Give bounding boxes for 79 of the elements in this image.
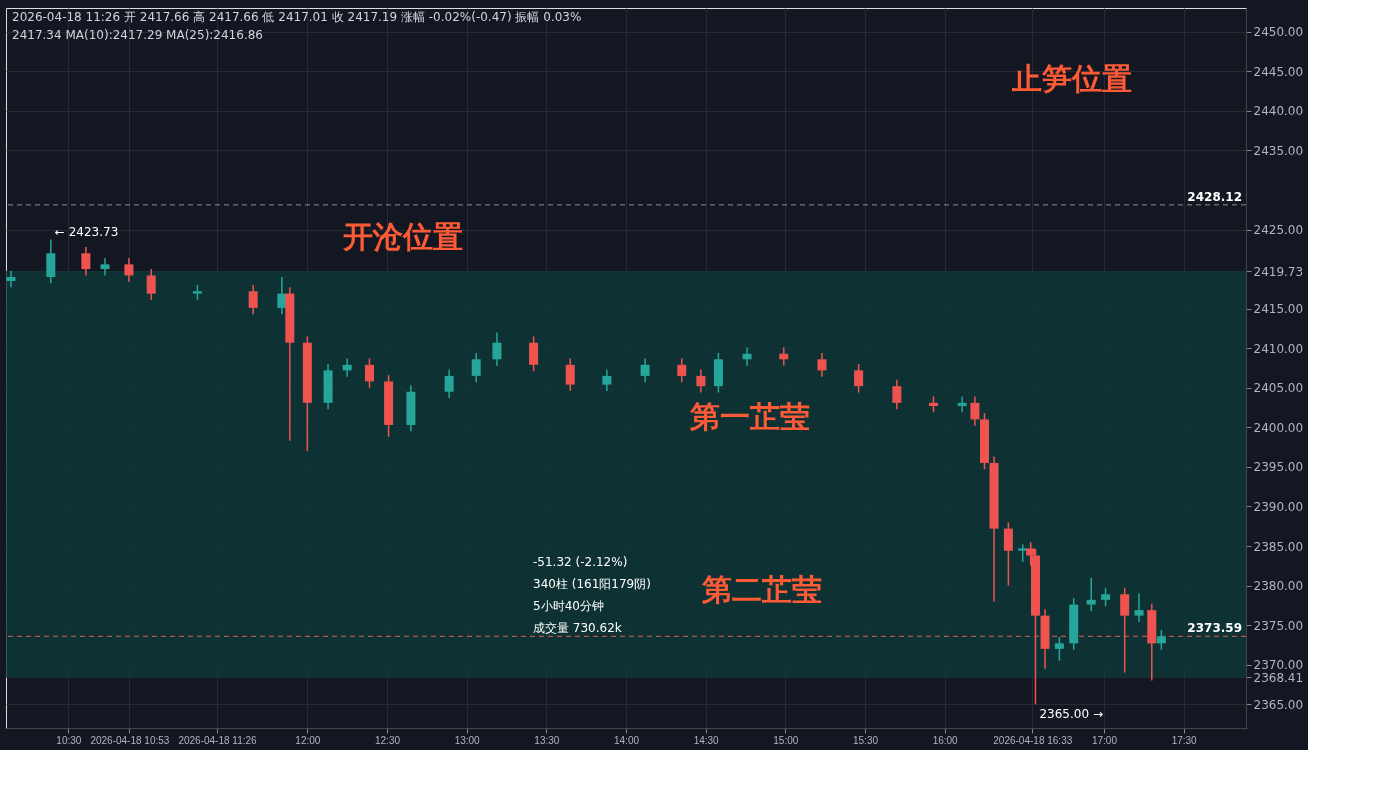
x-tick-label: 17:30 — [1171, 734, 1198, 746]
annotation: 2365.00 → — [1039, 707, 1103, 722]
y-tick-label: 2405.00 — [1253, 381, 1304, 396]
annotation: 2417.34 MA(10):2417.29 MA(25):2416.86 — [12, 28, 263, 42]
candlestick — [342, 357, 352, 378]
y-tick-label: 2368.41 — [1253, 670, 1304, 685]
annotation: 成交量 730.62k — [533, 621, 622, 636]
candlestick — [1101, 587, 1111, 607]
candlestick — [1120, 587, 1130, 674]
candlestick — [817, 352, 827, 378]
y-tick-label: 2395.00 — [1253, 460, 1304, 475]
annotation: 340柱 (161阳179阴) — [533, 577, 651, 592]
y-tick-label: 2400.00 — [1253, 420, 1304, 435]
candlestick — [471, 352, 481, 383]
candlestick — [46, 238, 56, 285]
x-tick-label: 16:00 — [932, 734, 959, 746]
candlestick — [529, 335, 539, 372]
annotation: 2026-04-18 11:26 开 2417.66 高 2417.66 低 2417.01 收 2417.19 涨幅 -0.02%(-0.47) 振幅 0.03% — [12, 10, 582, 24]
x-tick-label: 14:00 — [613, 734, 640, 746]
candlestick — [1156, 629, 1166, 651]
x-tick-label: 10:30 — [56, 734, 82, 746]
ref-line-label: 2373.59 — [1187, 621, 1242, 636]
candlestick — [1134, 592, 1144, 623]
candlestick — [1003, 521, 1013, 587]
annotation: ← 2423.73 — [54, 224, 119, 239]
candlestick — [696, 368, 706, 394]
candlestick — [1054, 636, 1064, 662]
candlestick — [81, 246, 91, 277]
y-tick-label: 2385.00 — [1253, 539, 1304, 554]
y-tick-label: 2419.73 — [1253, 264, 1304, 279]
candlestick — [779, 346, 789, 367]
candlestick — [1086, 576, 1096, 612]
x-tick-label: 15:00 — [773, 734, 799, 746]
annotation: 第一芷莹 — [689, 399, 810, 435]
y-tick-label: 2365.00 — [1253, 697, 1304, 712]
x-tick-label: 15:30 — [852, 734, 879, 746]
y-tick-label: 2450.00 — [1253, 25, 1304, 40]
candlestick — [248, 284, 258, 315]
candlestick — [146, 268, 156, 301]
candlestick — [565, 357, 575, 392]
x-tick-label: 17:00 — [1091, 734, 1118, 746]
y-tick-label: 2445.00 — [1253, 64, 1304, 79]
y-tick-label: 2440.00 — [1253, 104, 1304, 119]
candlestick — [957, 395, 967, 414]
y-tick-label: 2390.00 — [1253, 499, 1304, 514]
x-tick-label: 12:00 — [295, 734, 321, 746]
candlestick — [640, 357, 650, 383]
x-tick-label: 2026-04-18 10:53 — [90, 734, 170, 746]
y-tick-label: 2410.00 — [1253, 341, 1304, 356]
ref-line-label: 2428.12 — [1187, 189, 1242, 204]
candlestick — [492, 331, 502, 367]
annotation: 开沧位置 — [341, 219, 463, 255]
candlestick — [6, 269, 16, 289]
annotation: 止笋位置 — [1011, 61, 1133, 96]
y-tick-label: 2415.00 — [1253, 302, 1304, 317]
y-tick-label: 2370.00 — [1253, 658, 1304, 673]
candlestick — [364, 357, 374, 389]
candlestick — [742, 346, 752, 367]
candlestick — [602, 368, 612, 392]
x-tick-label: 14:30 — [693, 734, 720, 746]
y-tick-label: 2435.00 — [1253, 143, 1304, 158]
x-tick-label: 2026-04-18 11:26 — [178, 734, 258, 746]
candlestick — [892, 379, 902, 410]
y-tick-label: 2375.00 — [1253, 618, 1304, 633]
candlestick — [100, 257, 110, 277]
annotation: -51.32 (-2.12%) — [533, 555, 628, 570]
annotation: 第二芷莹 — [701, 572, 823, 608]
candlestick — [854, 363, 864, 394]
x-tick-label: 2026-04-18 16:33 — [993, 734, 1073, 746]
x-tick-label: 13:30 — [534, 734, 560, 746]
y-tick-label: 2380.00 — [1253, 579, 1304, 594]
candlestick — [444, 368, 454, 399]
x-tick-label: 12:30 — [374, 734, 401, 746]
x-tick-label: 13:00 — [454, 734, 481, 746]
annotation: 5小时40分钟 — [533, 599, 604, 614]
candlestick — [970, 395, 980, 427]
candlestick — [124, 257, 134, 283]
candlestick — [677, 357, 687, 383]
y-tick-label: 2425.00 — [1253, 223, 1304, 238]
